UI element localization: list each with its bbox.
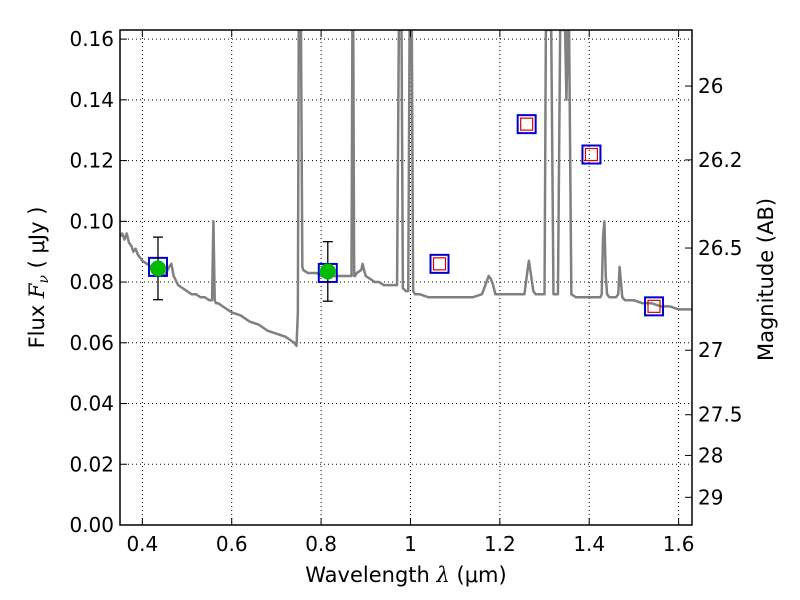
- x-tick-label: 0.6: [216, 532, 248, 556]
- observed-photometry-point: [319, 263, 336, 280]
- model-photometry-inner-square: [647, 299, 661, 313]
- model-photometry-square: [644, 296, 665, 317]
- photometry-markers: [147, 114, 665, 317]
- spectrum-line: [120, 30, 692, 348]
- y-tick-label: 0.04: [69, 392, 114, 416]
- x-tick-label: 1.2: [484, 532, 516, 556]
- y-axis-label-prefix: Flux: [25, 298, 49, 348]
- y-axis-label-subscript: ν: [36, 275, 52, 284]
- y2-tick-label: 26: [698, 74, 723, 98]
- y2-axis-label: Magnitude (AB): [754, 198, 778, 361]
- y-tick-label: 0.08: [69, 270, 114, 294]
- model-photometry-square: [516, 114, 537, 135]
- x-tick-label: 1: [404, 532, 417, 556]
- y-tick-label: 0.12: [69, 149, 114, 173]
- y-axis-label: Flux Fν ( μJy ): [25, 207, 52, 349]
- y-tick-label: 0.02: [69, 452, 114, 476]
- axis-ticks: 0.4 0.6 0.8 1 1.2 1.4 1.6 0.00 0.02 0.04 0.06 0.08 0…: [69, 27, 742, 556]
- x-tick-label: 1.4: [573, 532, 605, 556]
- x-tick-label: 0.8: [305, 532, 337, 556]
- x-axis-label-symbol: λ: [436, 563, 450, 587]
- model-photometry-square: [429, 253, 450, 274]
- observed-photometry-point: [149, 260, 166, 277]
- y2-tick-label: 26.5: [698, 236, 743, 260]
- x-tick-label: 0.4: [126, 532, 158, 556]
- y-tick-label: 0.16: [69, 27, 114, 51]
- y2-tick-label: 26.2: [698, 148, 743, 172]
- y2-tick-label: 29: [698, 485, 723, 509]
- y-tick-label: 0.06: [69, 331, 114, 355]
- y-tick-label: 0.14: [69, 88, 114, 112]
- x-axis-label-unit: (μm): [450, 563, 507, 587]
- y2-tick-label: 28: [698, 443, 723, 467]
- x-axis-label-prefix: Wavelength: [305, 563, 436, 587]
- plot-frame: [119, 29, 693, 526]
- y-axis-label-symbol: F: [25, 282, 49, 299]
- model-photometry-inner-square: [584, 147, 599, 162]
- x-axis-label: Wavelength λ (μm): [305, 563, 506, 587]
- model-photometry-inner-square: [520, 117, 534, 131]
- y-tick-label: 0.00: [69, 513, 114, 537]
- y2-tick-label: 27.5: [698, 403, 743, 427]
- spectrum-layer: [120, 30, 692, 348]
- model-photometry-square: [581, 144, 602, 165]
- x-tick-label: 1.6: [663, 532, 695, 556]
- y-tick-label: 0.10: [69, 209, 114, 233]
- y-axis-label-unit: ( μJy ): [25, 207, 49, 275]
- y2-tick-label: 27: [698, 338, 723, 362]
- model-photometry-inner-square: [432, 257, 447, 271]
